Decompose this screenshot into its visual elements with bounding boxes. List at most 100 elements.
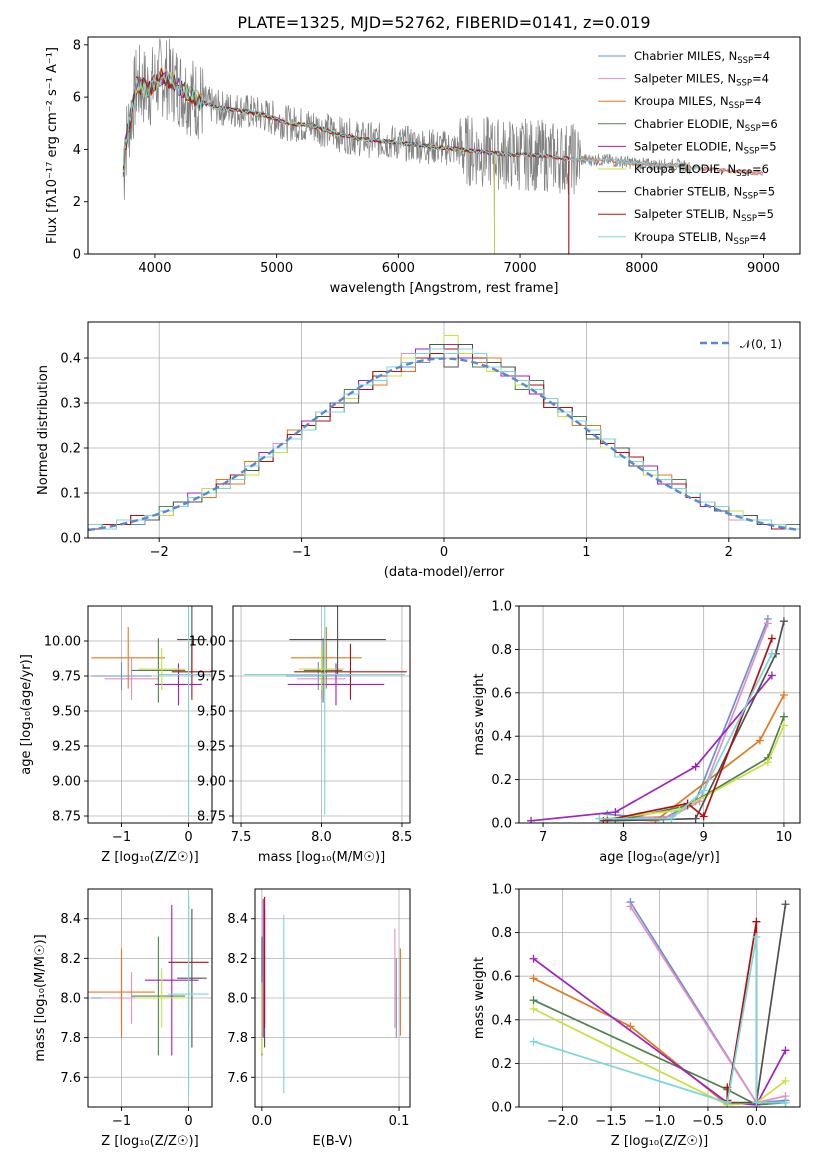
mass-weight-marker	[527, 816, 536, 823]
chart-age-vs-Z: −1 0 8.75 9.00 9.25 9.50 9.75 10.00 Z [log₁₀(Z/Z…	[19, 605, 213, 865]
legend-label-name: Kroupa ELODIE, N	[634, 162, 736, 176]
y-tick-label: 8.4	[60, 912, 81, 927]
legend-label-sub: SSP	[745, 124, 761, 134]
y-tick-label: 10.00	[189, 635, 226, 650]
x-tick-label: −1.0	[644, 1114, 676, 1129]
y-tick-label: 10.00	[44, 635, 81, 650]
y-tick-label: 7.6	[60, 1071, 81, 1086]
x-tick-label: 9	[700, 830, 708, 845]
legend-label-value: =5	[757, 207, 774, 221]
x-tick-label: −2.0	[547, 1114, 579, 1129]
plot-area	[261, 896, 401, 1094]
y-tick-label: 8.2	[227, 952, 248, 967]
x-tick-label: 8000	[625, 261, 658, 276]
mass-weight-marker	[723, 1098, 732, 1107]
mass-weight-line	[603, 638, 773, 822]
y-tick-label: 7.6	[227, 1071, 248, 1086]
legend-label-name: Chabrier MILES, N	[634, 49, 737, 63]
x-tick-label: 9000	[747, 261, 780, 276]
legend-label-sub: SSP	[736, 169, 752, 179]
mass-weight-marker	[683, 799, 692, 808]
x-axis-label: Z [log₁₀(Z/Z☉)]	[611, 1134, 708, 1149]
mass-weight-marker	[767, 634, 776, 643]
x-tick-label: 7	[539, 830, 547, 845]
y-tick-label: 0.6	[491, 970, 512, 985]
chart-age-vs-mass: 7.5 8.0 8.5 8.75 9.00 9.25 9.50 9.75 10.00 mass […	[189, 605, 413, 865]
legend-label-name: Kroupa STELIB, N	[634, 230, 734, 244]
mass-weight-marker	[752, 917, 761, 926]
x-axis-label: Z [log₁₀(Z/Z☉)]	[101, 1134, 198, 1149]
mass-weight-marker	[781, 1046, 790, 1055]
plot-area	[527, 615, 788, 823]
chart-spectrum: PLATE=1325, MJD=52762, FIBERID=0141, z=0…	[45, 13, 801, 296]
mass-weight-marker	[667, 814, 676, 823]
mass-weight-marker	[595, 814, 604, 823]
y-axis-label: mass weight	[472, 673, 487, 755]
x-axis-label: mass [log₁₀(M/M☉)]	[258, 850, 385, 865]
y-tick-label: 9.50	[52, 705, 81, 720]
y-tick-label: 7.8	[227, 1031, 248, 1046]
mass-weight-line	[607, 620, 785, 822]
plot-area	[88, 335, 800, 538]
legend-label-sub: SSP	[736, 79, 752, 89]
axes-frame	[87, 605, 213, 824]
chart-residuals: −2 −1 0 1 2 0.0 0.1 0.2 0.3 0.4 (data-model)/error…	[36, 321, 801, 580]
x-tick-label: −1	[112, 1114, 131, 1129]
mass-weight-marker	[781, 1076, 790, 1085]
y-tick-label: 8.75	[52, 810, 81, 825]
axes-frame	[518, 605, 801, 824]
legend-label: Salpeter ELODIE, NSSP=5	[634, 139, 777, 156]
mass-weight-marker	[763, 758, 772, 767]
y-tick-label: 9.75	[52, 670, 81, 685]
model-spectrum-line	[122, 73, 495, 254]
legend-label-value: =4	[752, 72, 769, 86]
y-tick-label: 8.2	[60, 952, 81, 967]
y-tick-label: 9.75	[197, 670, 226, 685]
chart-mass-weight-vs-Z: −2.0 −1.5 −1.0 −0.5 0.0 0.0 0.2 0.4 0.6 0.8 1.0 Z […	[472, 883, 801, 1149]
legend-label-value: =4	[749, 230, 766, 244]
y-tick-label: 7.8	[60, 1031, 81, 1046]
y-tick-label: 8.4	[227, 912, 248, 927]
y-tick-label: 0.0	[60, 532, 81, 547]
legend-label-name: Kroupa MILES, N	[634, 94, 729, 108]
x-tick-label: 4000	[138, 261, 171, 276]
y-tick-label: 0.3	[60, 397, 81, 412]
y-tick-label: 6	[73, 91, 81, 106]
mass-weight-marker	[779, 617, 788, 626]
chart-title: PLATE=1325, MJD=52762, FIBERID=0141, z=0…	[237, 13, 650, 32]
legend-label: Kroupa STELIB, NSSP=4	[634, 230, 766, 247]
y-tick-label: 2	[73, 195, 81, 210]
y-axis-label: mass weight	[472, 957, 487, 1039]
y-tick-label: 0.6	[491, 686, 512, 701]
x-axis-label: (data-model)/error	[384, 565, 505, 580]
legend-label-sub: SSP	[742, 192, 758, 202]
x-tick-label: 0	[184, 830, 192, 845]
x-tick-label: 8.0	[311, 830, 332, 845]
legend-label-name: Chabrier ELODIE, N	[634, 117, 745, 131]
mass-weight-marker	[699, 812, 708, 821]
y-tick-label: 8.75	[197, 810, 226, 825]
x-tick-label: 8.5	[392, 830, 413, 845]
x-tick-label: 7000	[504, 261, 537, 276]
y-tick-label: 0.2	[491, 773, 512, 788]
legend-label-value: =6	[761, 117, 778, 131]
legend-label: Kroupa ELODIE, NSSP=6	[634, 162, 769, 179]
plot-area	[88, 890, 209, 1098]
legend-label-value: =5	[758, 185, 775, 199]
x-tick-label: 0.0	[252, 1114, 273, 1129]
x-tick-label: 2	[725, 545, 733, 560]
x-tick-label: 8	[619, 830, 627, 845]
x-tick-label: 0.0	[746, 1114, 767, 1129]
legend-label: Chabrier MILES, NSSP=4	[634, 49, 770, 66]
y-tick-label: 0.8	[491, 926, 512, 941]
chart-mass-vs-EBV: 0.0 0.1 7.6 7.8 8.0 8.2 8.4 E(B-V)	[227, 888, 411, 1149]
model-spectrum-line	[122, 70, 495, 254]
x-tick-label: 10	[776, 830, 793, 845]
mass-weight-marker	[611, 808, 620, 817]
legend-label-sub: SSP	[729, 101, 745, 111]
mass-weight-marker	[529, 1037, 538, 1046]
mass-weight-marker	[781, 900, 790, 909]
legend-label-value: =6	[752, 162, 769, 176]
legend-label-value: =5	[760, 139, 777, 153]
